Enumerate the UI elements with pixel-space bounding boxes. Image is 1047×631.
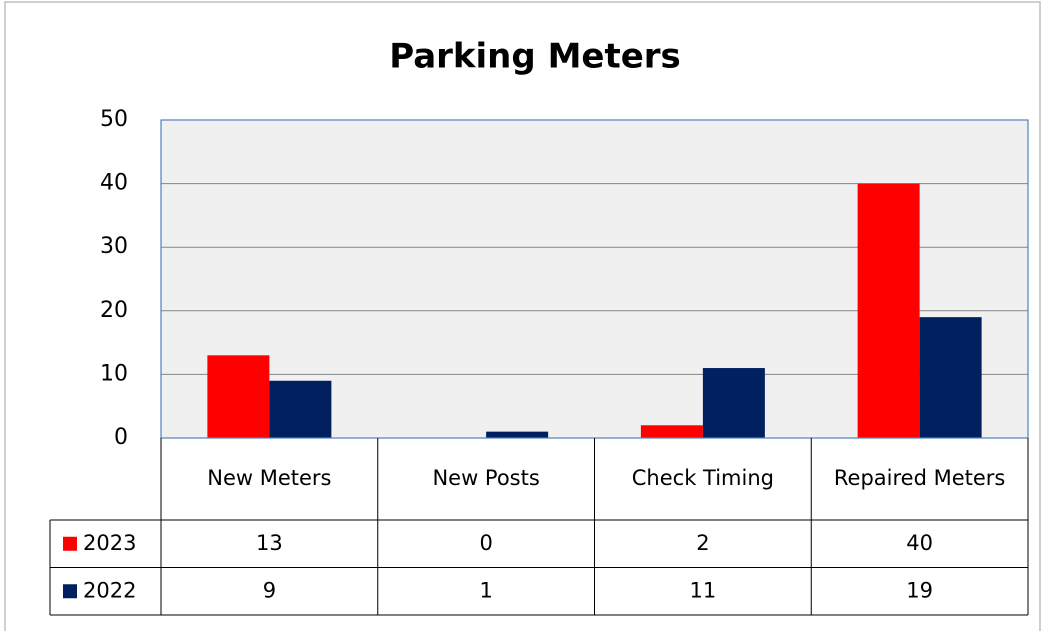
bar bbox=[919, 317, 982, 438]
y-tick-label: 20 bbox=[100, 298, 128, 323]
y-tick-label: 50 bbox=[100, 107, 128, 132]
table-value: 40 bbox=[906, 531, 933, 555]
table-value: 9 bbox=[263, 578, 276, 602]
legend-label: 2023 bbox=[83, 531, 136, 555]
bar bbox=[702, 368, 765, 438]
table-value: 13 bbox=[256, 531, 283, 555]
bar bbox=[857, 183, 920, 438]
y-tick-label: 30 bbox=[100, 234, 128, 259]
bar bbox=[269, 380, 332, 438]
table-value: 19 bbox=[906, 578, 933, 602]
y-tick-label: 10 bbox=[100, 361, 128, 386]
table-value: 2 bbox=[696, 531, 709, 555]
category-label: New Posts bbox=[432, 466, 539, 490]
chart-title: Parking Meters bbox=[389, 37, 681, 77]
legend-key bbox=[63, 536, 77, 551]
bar bbox=[207, 355, 270, 438]
y-tick-label: 0 bbox=[114, 425, 128, 450]
table-value: 11 bbox=[690, 578, 717, 602]
table-value: 1 bbox=[479, 578, 492, 602]
category-label: Check Timing bbox=[632, 466, 774, 490]
bar bbox=[486, 431, 549, 438]
table-value: 0 bbox=[479, 531, 492, 555]
legend-label: 2022 bbox=[83, 578, 136, 602]
legend-key bbox=[63, 584, 77, 599]
category-label: Repaired Meters bbox=[834, 466, 1005, 490]
y-tick-label: 40 bbox=[100, 171, 128, 196]
bar bbox=[640, 425, 703, 438]
category-label: New Meters bbox=[207, 466, 331, 490]
